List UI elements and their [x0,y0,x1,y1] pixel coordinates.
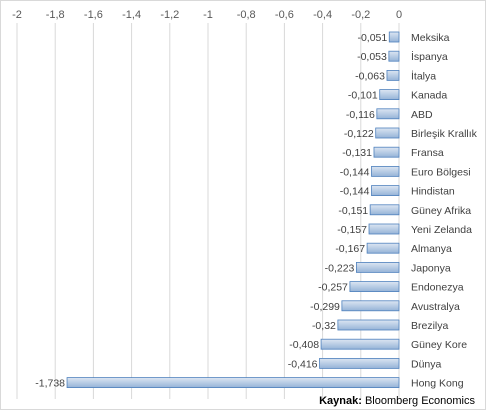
source-note: Kaynak: Bloomberg Economics [319,395,475,407]
bar [320,338,400,350]
category-label: Fransa [411,147,444,159]
data-label: -0,32 [312,320,336,332]
bar [356,261,400,273]
data-label: -0,063 [355,70,385,82]
x-tick-label: -1,8 [46,9,65,21]
bar [386,70,400,81]
data-label: -0,157 [337,224,367,236]
bar [373,146,400,158]
bar [379,89,400,100]
x-tick-label: -0,8 [237,9,256,21]
data-label: -0,144 [340,166,370,178]
bar [349,281,400,293]
bars [66,31,400,389]
category-label: Japonya [411,262,451,274]
bar [337,319,400,331]
data-label: -0,144 [340,186,370,198]
data-label: -0,051 [357,32,387,44]
category-label: Kanada [411,90,447,102]
data-label: -0,257 [318,282,348,294]
category-label: Yeni Zelanda [411,224,472,236]
category-labels: Meksika İspanya İtalya Kanada ABD Birleşik Kr… [411,32,478,390]
category-label: Euro Bölgesi [411,166,471,178]
bar [371,165,400,177]
bar [376,108,400,120]
data-label: -0,167 [335,243,365,255]
x-tick-label: -1,4 [122,9,141,21]
x-tick-label: 0 [396,9,402,21]
category-label: Brezilya [411,320,449,332]
data-label: -0,131 [342,147,372,159]
category-label: İspanya [411,50,448,63]
data-label: -0,151 [338,205,368,217]
bar [366,242,400,254]
bar [388,50,400,62]
bar [319,357,400,369]
category-label: Meksika [411,32,450,44]
x-tick-label: -0,4 [313,9,332,21]
category-label: Endonezya [411,282,464,294]
bar [368,223,400,235]
data-label: -0,416 [288,358,318,370]
bar [371,185,400,197]
source-label: Kaynak: [319,395,362,407]
category-label: Güney Afrika [411,205,471,217]
x-tick-label: -1 [203,9,213,21]
category-label: Almanya [411,243,452,255]
source-text: Bloomberg Economics [364,395,475,407]
x-tick-label: -1,2 [160,9,179,21]
data-label: -0,408 [289,339,319,351]
bar [388,31,400,43]
x-axis-tick-labels: -2 -1,8 -1,6 -1,4 -1,2 -1 -0,8 -0,6 -0,4 -0,2 0 [12,9,402,21]
bar [375,127,400,139]
category-label: ABD [411,109,433,121]
bar [66,377,400,389]
data-label: -0,116 [346,109,375,121]
x-tick-label: -1,6 [84,9,103,21]
x-tick-label: -0,6 [275,9,294,21]
category-label: Güney Kore [411,339,467,351]
data-label: -0,053 [357,51,387,63]
x-tick-label: -0,2 [351,9,370,21]
category-label: Hong Kong [411,378,464,390]
data-label: -0,122 [344,128,374,140]
bar [341,300,400,312]
category-label: Dünya [411,358,442,370]
data-labels: -0,051 -0,053 -0,063 -0,101 -0,116 -0,122 -0,1… [35,32,387,390]
gridlines [16,23,400,399]
category-label: İtalya [411,69,436,82]
data-label: -1,738 [35,378,65,390]
category-label: Birleşik Krallık [411,128,478,140]
data-label: -0,299 [310,301,340,313]
data-label: -0,223 [325,262,355,274]
category-label: Hindistan [411,186,455,198]
bar [369,204,400,216]
x-tick-label: -2 [12,9,22,21]
category-label: Avustralya [411,301,460,313]
data-label: -0,101 [348,90,378,102]
